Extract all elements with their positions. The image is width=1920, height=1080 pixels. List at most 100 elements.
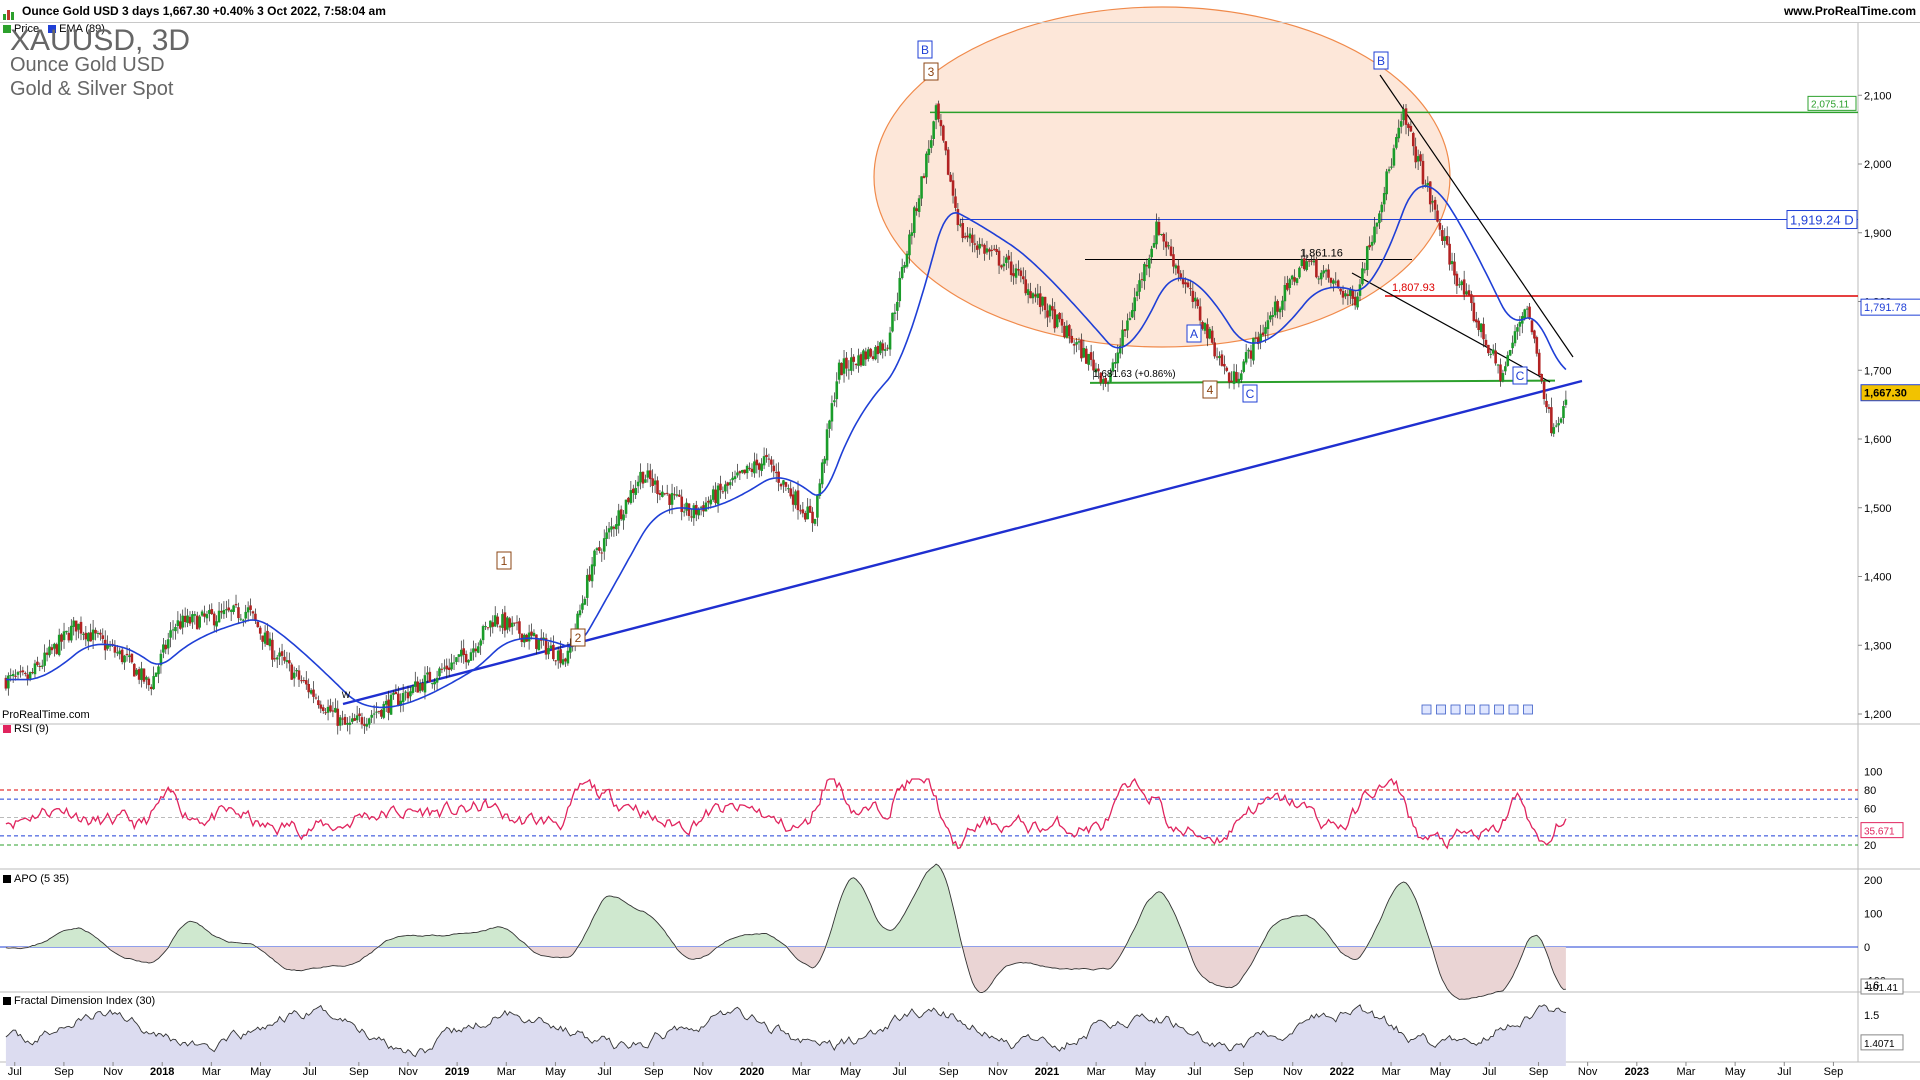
candle-body — [1499, 364, 1502, 382]
candle-body — [745, 465, 749, 474]
candle-body — [116, 652, 119, 654]
candle-body — [275, 657, 279, 660]
time-tick-label: Jul — [1777, 1066, 1791, 1078]
candle-body — [1426, 182, 1430, 186]
candle-body — [241, 619, 245, 621]
candle-body — [423, 675, 427, 693]
candle-body — [1414, 146, 1418, 163]
candle-body — [774, 472, 778, 474]
candle-body — [1465, 291, 1468, 295]
rsi-label[interactable]: RSI (9) — [14, 723, 49, 735]
candle-body — [1334, 281, 1338, 283]
price-tick-label: 1,300 — [1864, 640, 1892, 652]
instrument-category: Gold & Silver Spot — [10, 78, 174, 100]
candle-body — [1329, 277, 1333, 283]
candle-body — [404, 691, 407, 693]
candle-body — [312, 689, 315, 697]
fdi-label[interactable]: Fractal Dimension Index (30) — [14, 995, 156, 1007]
candle-body — [910, 232, 914, 236]
candle-body — [757, 463, 761, 470]
candle-body — [4, 677, 8, 689]
candle-body — [724, 484, 727, 492]
candle-body — [1477, 320, 1480, 331]
wave-label-box — [1186, 324, 1202, 343]
candle-body — [956, 209, 960, 226]
candle-body — [9, 675, 13, 677]
price-swatch — [3, 25, 11, 33]
time-tick-label: Mar — [497, 1066, 516, 1078]
rsi-tick-label: 20 — [1864, 840, 1876, 852]
candle-body — [811, 511, 814, 524]
candle-body — [1368, 244, 1371, 248]
candle-body — [438, 668, 441, 677]
candle-body — [1387, 169, 1391, 172]
candle-body — [1363, 269, 1367, 271]
candle-body — [1433, 199, 1437, 210]
candle-body — [959, 224, 962, 226]
candle-body — [220, 611, 223, 613]
candle-body — [1506, 355, 1510, 366]
candle-body — [1152, 243, 1156, 248]
candle-body — [1552, 427, 1556, 434]
candle-body — [942, 125, 945, 141]
wave-label-c: C — [1516, 369, 1525, 383]
candle-body — [1138, 280, 1141, 292]
candle-body — [961, 223, 965, 239]
price-legend[interactable]: Price — [14, 23, 40, 35]
candle-body — [891, 312, 894, 332]
candle-body — [1370, 241, 1374, 246]
candle-body — [1298, 267, 1301, 278]
candle-body — [1181, 278, 1185, 285]
candle-body — [401, 693, 405, 703]
candle-body — [343, 716, 347, 725]
candle-body — [1361, 268, 1364, 285]
candle-body — [1557, 423, 1560, 426]
candle-body — [212, 613, 216, 626]
level-d-label: 1,919.24 D — [1790, 213, 1854, 228]
wave-label-2: 2 — [575, 631, 582, 645]
time-tick-label: Sep — [349, 1066, 369, 1078]
candle-body — [740, 469, 744, 473]
candle-body — [1201, 321, 1204, 329]
candle-body — [687, 503, 691, 516]
candle-body — [932, 121, 935, 139]
time-tick-label: 2019 — [445, 1066, 469, 1078]
candle-body — [268, 638, 272, 647]
candle-body — [668, 494, 671, 505]
apo-line — [5, 863, 1566, 1000]
fdi-legend: Fractal Dimension Index (30) — [3, 995, 155, 1007]
candle-body — [1443, 236, 1447, 241]
candle-body — [1392, 148, 1396, 166]
price-tick-label: 1,700 — [1864, 365, 1892, 377]
time-tick-label: 2020 — [740, 1066, 764, 1078]
time-tick-label: Jul — [598, 1066, 612, 1078]
time-tick-label: Nov — [988, 1066, 1008, 1078]
candle-body — [1286, 282, 1289, 290]
candle-body — [142, 668, 146, 682]
time-tick-label: May — [545, 1066, 566, 1078]
candle-body — [1281, 300, 1284, 310]
candle-body — [1261, 332, 1265, 336]
candle-body — [699, 506, 703, 508]
candle-body — [1516, 327, 1519, 332]
candle-body — [796, 490, 800, 511]
candle-body — [486, 627, 490, 629]
candle-body — [496, 616, 499, 625]
candle-body — [435, 677, 439, 683]
candle-body — [452, 662, 456, 664]
candle-body — [1344, 293, 1347, 297]
candle-body — [615, 524, 618, 530]
time-tick-label: Jul — [8, 1066, 22, 1078]
ema-legend[interactable]: EMA (89) — [59, 23, 105, 35]
candle-body — [1300, 259, 1304, 267]
site-link[interactable]: www.ProRealTime.com — [1783, 4, 1916, 18]
apo-label[interactable]: APO (5 35) — [14, 873, 70, 885]
candle-body — [21, 670, 25, 673]
candle-body — [1288, 279, 1292, 288]
candle-body — [1448, 243, 1451, 265]
candle-body — [1089, 352, 1093, 360]
candle-body — [493, 615, 497, 627]
candle-body — [685, 502, 688, 511]
candle-body — [963, 236, 967, 238]
